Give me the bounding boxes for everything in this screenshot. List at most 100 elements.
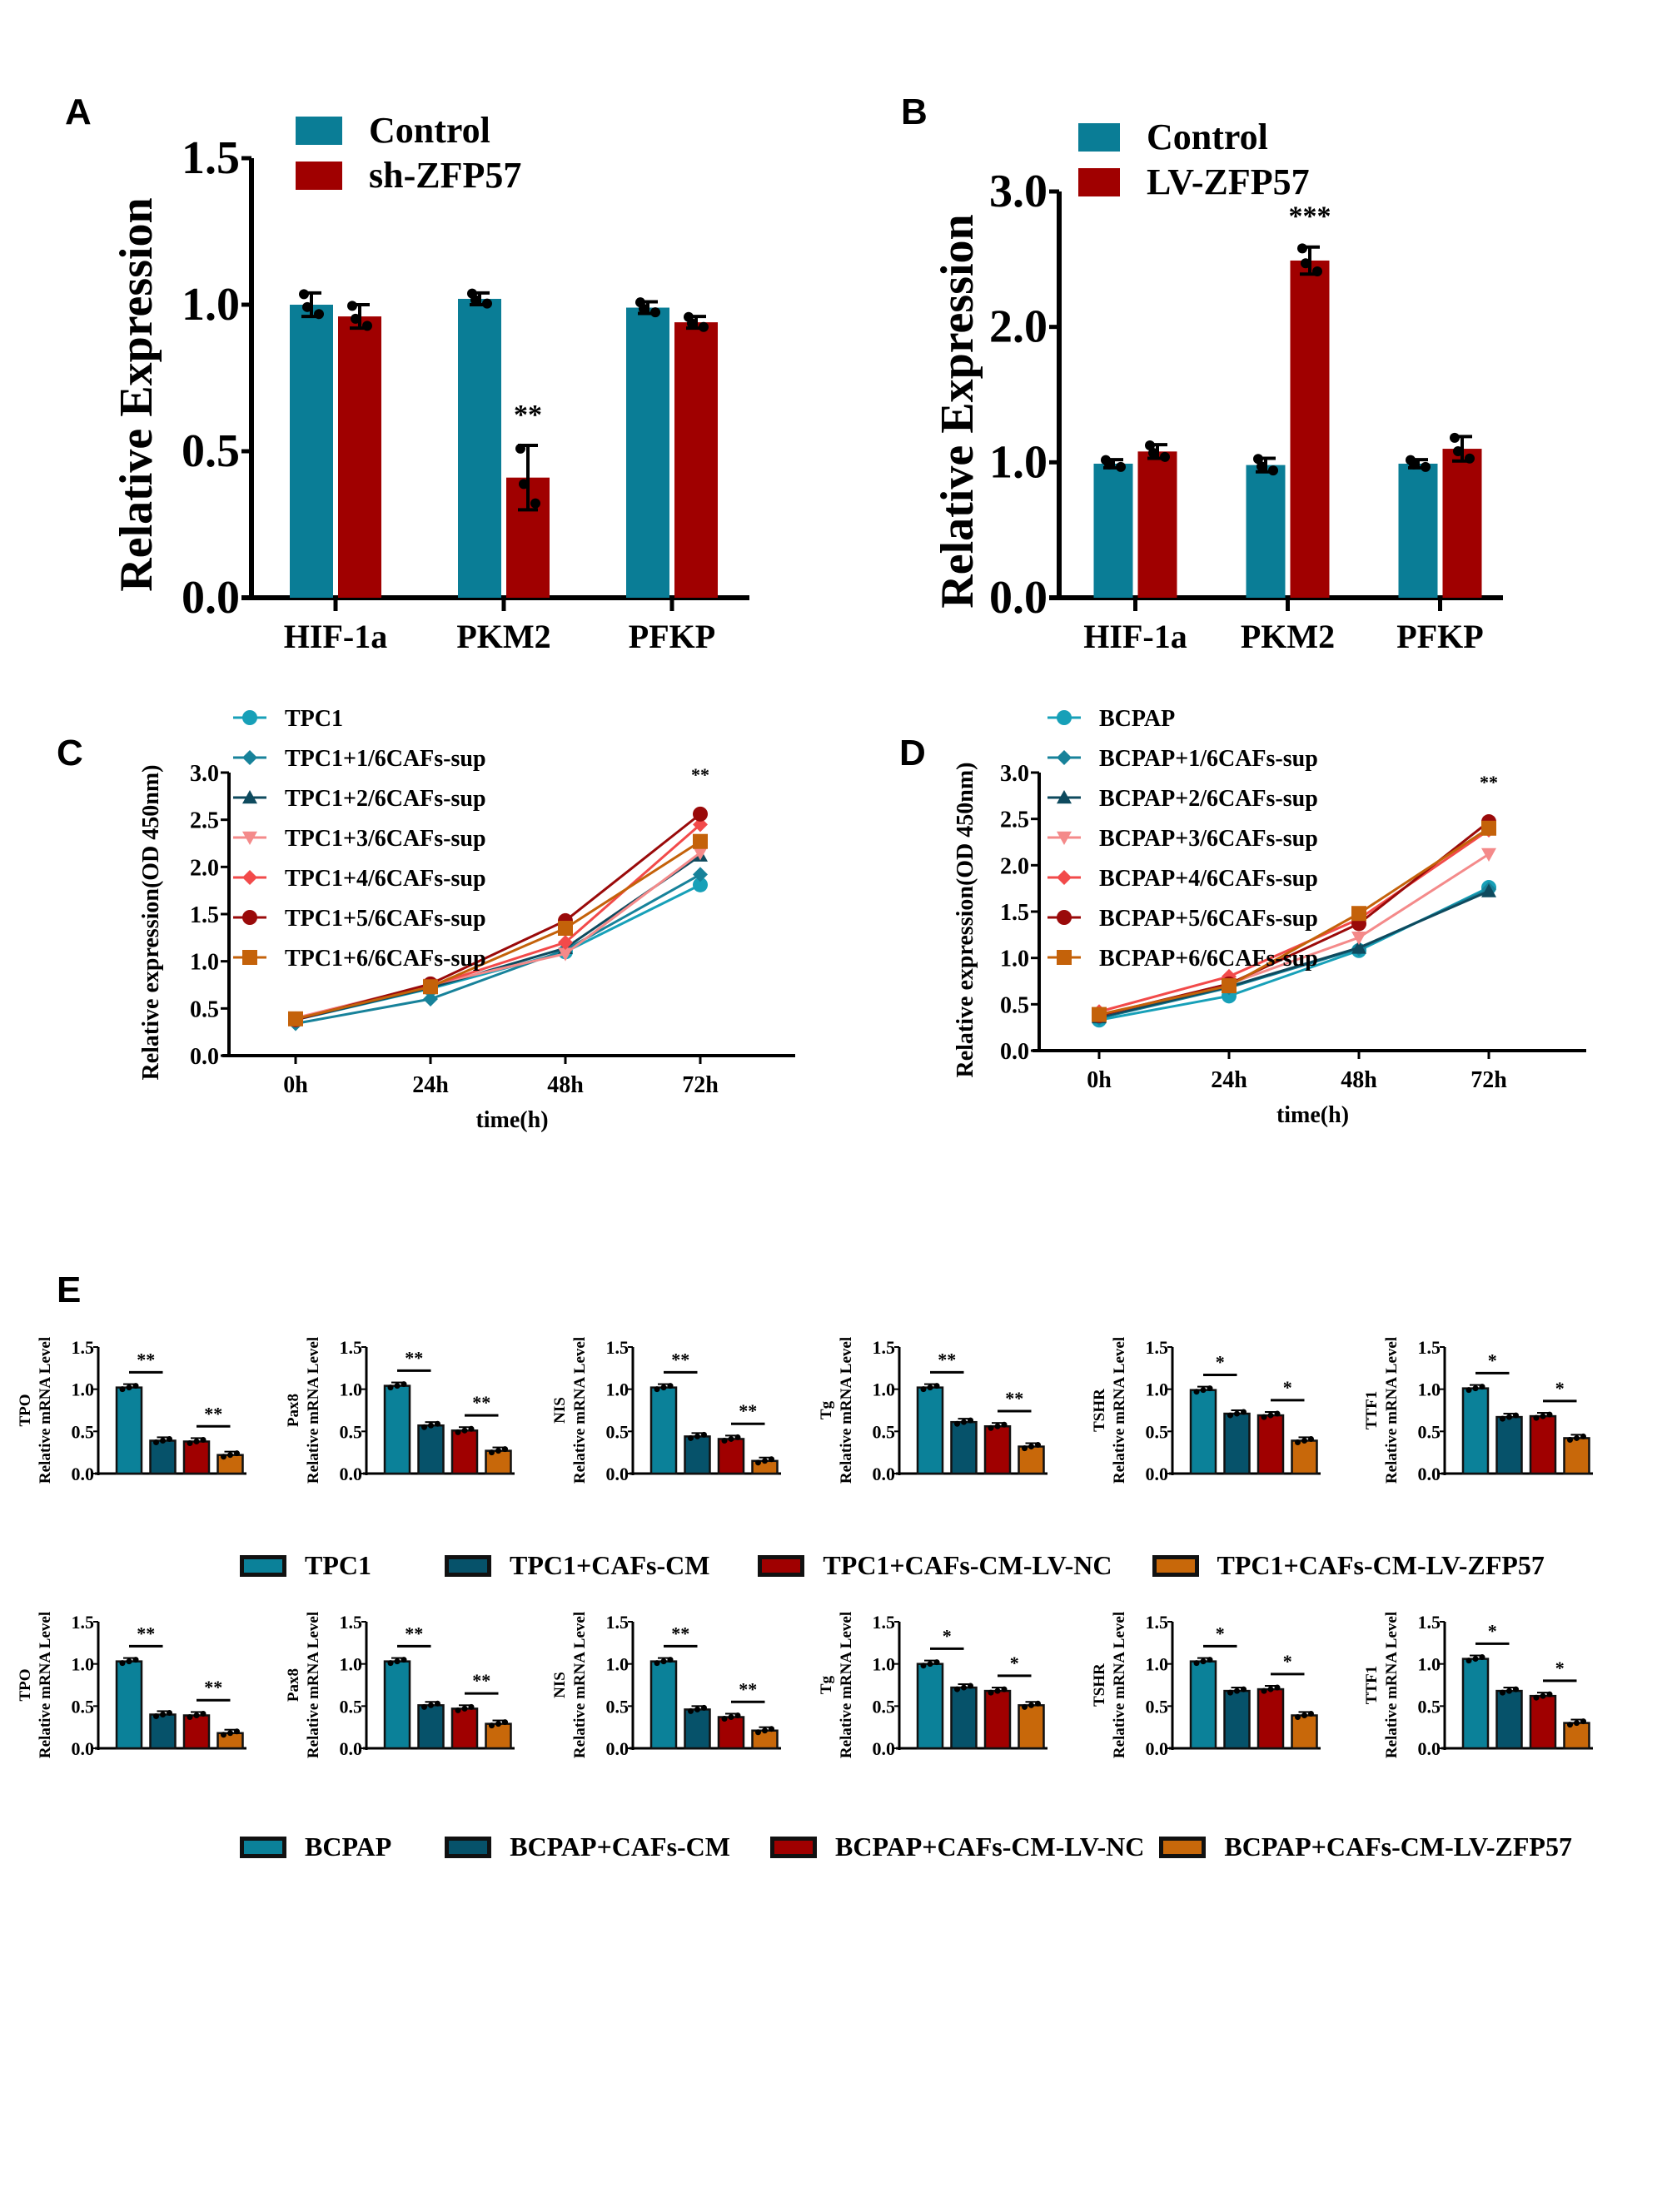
data-point: [489, 1722, 495, 1729]
legend-label: BCPAP+5/6CAFs-sup: [1099, 906, 1318, 932]
y-axis-label: Relative expression(OD 450nm): [953, 763, 978, 1078]
bar: [1256, 1688, 1285, 1750]
data-point: [769, 1456, 774, 1463]
significance-label: *: [1283, 1651, 1292, 1672]
data-point: [428, 1422, 434, 1429]
data-point: [167, 1435, 172, 1442]
y-tick-label: 1.0: [72, 1654, 95, 1675]
data-point: [455, 1429, 461, 1435]
data-point: [461, 1705, 468, 1712]
y-tick-label: 2.0: [190, 855, 219, 881]
y-tick-label: 0.5: [340, 1696, 363, 1717]
y-tick-label: 0.5: [873, 1696, 896, 1717]
y-axis-label: Relative mRNA Level: [571, 1337, 589, 1484]
significance-label: **: [938, 1349, 956, 1369]
y-tick-label: 2.5: [1000, 808, 1029, 833]
data-point: [961, 1419, 967, 1425]
data-point: [1465, 1658, 1472, 1664]
legend-swatch: [1159, 1836, 1207, 1858]
data-point: [1116, 461, 1126, 472]
y-tick-label: 0.5: [606, 1421, 629, 1442]
legend-label: TPC1: [285, 706, 343, 732]
data-point: [694, 1433, 700, 1439]
data-point: [495, 1448, 501, 1454]
y-tick-label: 0.0: [606, 1464, 629, 1484]
legend-e-tpc1: TPC1 TPC1+CAFs-CM TPC1+CAFs-CM-LV-NC TPC…: [240, 1550, 1585, 1581]
data-point: [667, 1657, 674, 1663]
legend-label: TPC1+CAFs-CM: [510, 1550, 710, 1580]
bar: [684, 1435, 711, 1475]
data-point: [954, 1420, 960, 1427]
marker: [1057, 790, 1072, 804]
y-tick-label: 1.0: [340, 1379, 363, 1400]
data-point: [1028, 1702, 1034, 1708]
data-point: [933, 1383, 940, 1389]
data-point: [1241, 1409, 1247, 1415]
legend-label: BCPAP+CAFs-CM-LV-NC: [834, 1832, 1145, 1862]
data-point: [1261, 1414, 1267, 1420]
gene-label: TTF1: [1363, 1666, 1381, 1704]
marker: [1057, 750, 1072, 765]
data-point: [920, 1663, 927, 1669]
data-point: [660, 1658, 667, 1665]
bar: [338, 316, 381, 598]
marker: [1351, 940, 1366, 954]
data-point: [119, 1386, 126, 1393]
data-point: [1267, 1686, 1274, 1693]
legend-label: TPC1+1/6CAFs-sup: [285, 746, 486, 772]
y-tick-label: 0.0: [873, 1738, 896, 1759]
y-tick-label: 0.0: [873, 1464, 896, 1484]
y-axis-label: Relative mRNA Level: [305, 1612, 322, 1758]
data-point: [1546, 1691, 1553, 1698]
chart-a: 0.0 0.5 1.0 1.5 Relative Expression HIF-1a PKM…: [111, 110, 749, 655]
y-tick-label: 0.0: [1146, 1738, 1169, 1759]
data-point: [1193, 1660, 1200, 1667]
data-point: [1301, 1712, 1307, 1718]
y-tick-label: 1.5: [72, 1612, 95, 1633]
marker: [1057, 950, 1072, 965]
data-point: [1513, 1686, 1519, 1693]
y-tick-label: 1.5: [1418, 1612, 1441, 1633]
data-point: [687, 318, 697, 329]
x-tick-label: PFKP: [1396, 618, 1483, 655]
legend-item: TPC1+CAFs-CM-LV-NC: [758, 1550, 1112, 1581]
marker: [1057, 910, 1072, 925]
legend-label: TPC1+2/6CAFs-sup: [285, 786, 486, 812]
bar: [182, 1440, 211, 1475]
data-point: [1540, 1693, 1546, 1699]
bar: [1291, 1714, 1318, 1750]
y-tick-label: 0.0: [1146, 1464, 1169, 1484]
data-point: [227, 1730, 233, 1737]
data-point: [734, 1434, 741, 1440]
legend-item: TPC1+CAFs-CM-LV-ZFP57: [1152, 1550, 1545, 1581]
bar: [626, 307, 669, 598]
data-point: [1574, 1434, 1580, 1441]
gene-label: TSHR: [1091, 1663, 1108, 1707]
y-tick-label: 3.0: [190, 761, 219, 787]
bar: [1461, 1658, 1490, 1750]
data-point: [728, 1435, 734, 1442]
data-point: [227, 1452, 233, 1459]
marker: [1481, 848, 1496, 862]
legend-label: TPC1+5/6CAFs-sup: [285, 906, 486, 932]
data-point: [119, 1660, 126, 1667]
y-tick-label: 1.0: [1418, 1654, 1441, 1675]
bar: [1442, 449, 1482, 598]
significance-label: *: [1216, 1351, 1225, 1372]
data-point: [302, 301, 312, 312]
legend-label: BCPAP+CAFs-CM: [510, 1832, 730, 1862]
y-tick-label: 0.5: [72, 1421, 95, 1442]
marker: [693, 806, 708, 822]
data-point: [1580, 1718, 1586, 1725]
gene-label: TPO: [17, 1668, 34, 1701]
y-tick-label: 1.5: [606, 1612, 629, 1633]
bar: [182, 1714, 211, 1750]
bar: [149, 1713, 177, 1750]
data-point: [694, 1706, 700, 1712]
bar: [1093, 463, 1133, 598]
legend-swatch: [1078, 123, 1120, 152]
bar: [1223, 1412, 1251, 1475]
marker: [1057, 870, 1072, 885]
data-point: [1207, 1385, 1213, 1392]
